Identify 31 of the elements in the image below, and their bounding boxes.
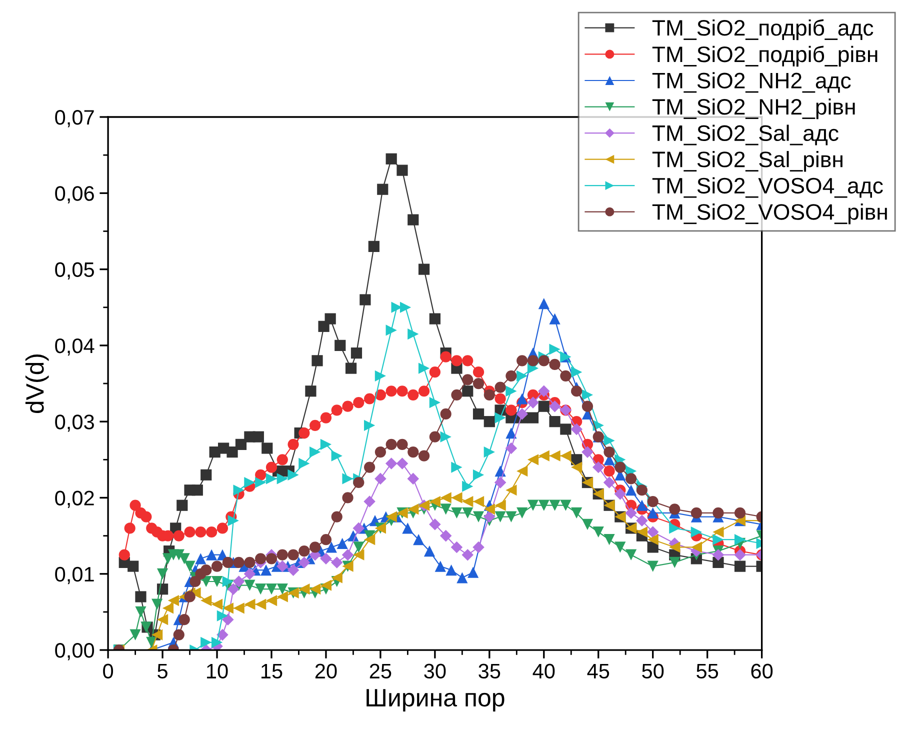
y-tick-label: 0,07 [55, 110, 94, 128]
x-tick-label: 50 [642, 664, 664, 679]
legend-label: TM_SiO2_NH2_адс [652, 72, 851, 93]
x-tick-label: 10 [207, 664, 228, 679]
legend-label: TM_SiO2_VOSO4_адс [652, 177, 883, 198]
x-tick-label: 0 [103, 664, 114, 679]
y-tick-label: 0,02 [55, 490, 94, 508]
y-axis-title: dV(d) [25, 354, 49, 414]
x-tick-label: 20 [315, 664, 337, 679]
x-tick-label: 40 [532, 664, 555, 679]
x-tick-label: 45 [587, 664, 610, 679]
legend-label: TM_SiO2_подріб_рівн [652, 46, 878, 67]
x-tick-label: 30 [424, 664, 446, 679]
y-tick-label: 0,01 [55, 566, 94, 584]
y-tick-label: 0,04 [55, 338, 94, 356]
y-tick-label: 0,06 [55, 186, 94, 204]
x-axis-title: Ширина пор [366, 689, 504, 712]
x-tick-label: 25 [370, 664, 392, 679]
y-tick-label: 0,00 [55, 643, 94, 660]
y-tick-label: 0,03 [55, 414, 94, 432]
legend-label: TM_SiO2_VOSO4_рівн [652, 204, 887, 224]
x-tick-label: 60 [751, 664, 773, 679]
legend-label: TM_SiO2_Sal_рівн [652, 150, 842, 172]
x-tick-label: 35 [478, 664, 500, 679]
x-tick-label: 15 [261, 664, 282, 679]
y-tick-label: 0,05 [55, 262, 94, 280]
legend-label: TM_SiO2_Sal_адс [652, 124, 838, 146]
legend-label: TM_SiO2_NH2_рівн [652, 98, 855, 120]
x-tick-label: 55 [696, 664, 718, 679]
legend-label: TM_SiO2_подріб_адс [652, 19, 874, 40]
x-tick-label: 5 [158, 664, 168, 679]
